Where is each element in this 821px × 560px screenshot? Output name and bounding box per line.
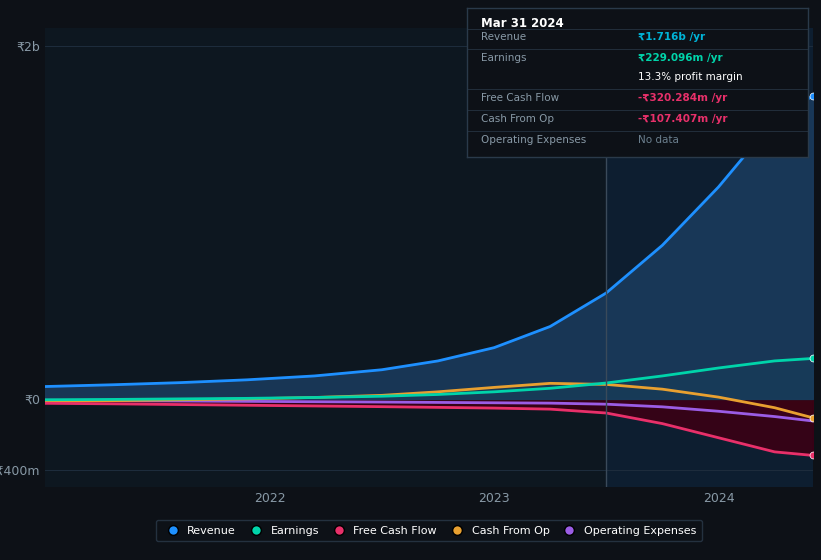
Text: Revenue: Revenue [481,32,526,42]
Text: ₹229.096m /yr: ₹229.096m /yr [638,53,722,63]
Text: -₹107.407m /yr: -₹107.407m /yr [638,114,727,124]
Bar [606,28,813,487]
Text: Mar 31 2024: Mar 31 2024 [481,17,563,30]
Text: ₹1.716b /yr: ₹1.716b /yr [638,32,704,42]
Text: -₹320.284m /yr: -₹320.284m /yr [638,93,727,103]
Text: Cash From Op: Cash From Op [481,114,554,124]
Text: Earnings: Earnings [481,53,526,63]
Legend: Revenue, Earnings, Free Cash Flow, Cash From Op, Operating Expenses: Revenue, Earnings, Free Cash Flow, Cash … [156,520,702,542]
Text: 13.3% profit margin: 13.3% profit margin [638,72,742,82]
Text: Operating Expenses: Operating Expenses [481,134,586,144]
Bar [45,28,606,487]
Text: Free Cash Flow: Free Cash Flow [481,93,559,103]
Text: No data: No data [638,134,678,144]
